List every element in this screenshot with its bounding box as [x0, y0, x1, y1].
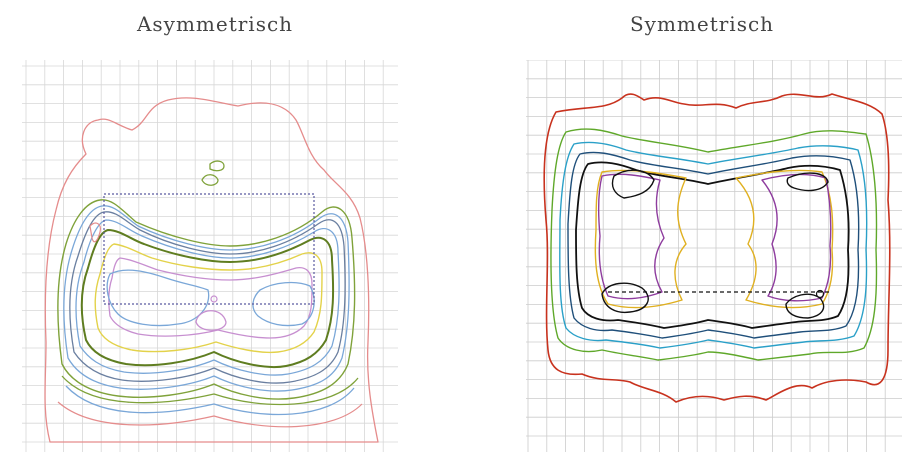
isolux-steel-1 — [69, 211, 346, 384]
isolux-yellow-left — [594, 169, 687, 309]
contour-svg-asymmetric — [22, 60, 398, 452]
isolux-green-1 — [57, 199, 356, 400]
isolux-core-bottom-left — [601, 282, 649, 314]
isolux-core-top-left — [611, 169, 655, 199]
contour-plot-symmetric — [526, 60, 902, 452]
isolux-center-bump — [195, 310, 227, 331]
isolux-black-symmetric — [575, 161, 850, 329]
isolux-cyan-symmetric — [559, 141, 868, 349]
isolux-core-bottom-right — [785, 293, 825, 319]
isolux-outer-symmetric — [543, 93, 891, 403]
aiming-point — [815, 289, 825, 299]
isolux-blue-2 — [75, 219, 340, 376]
isolux-yellow-right — [735, 169, 834, 309]
aiming-rectangle — [103, 193, 315, 305]
panel-title-symmetric: Symmetrisch — [629, 12, 775, 36]
isolux-left-hook — [89, 222, 101, 243]
isolux-violet — [108, 257, 313, 339]
panel-title-asymmetric: Asymmetrisch — [136, 12, 294, 36]
panel-symmetric: Symmetrisch — [500, 0, 904, 452]
isolux-green-blob — [209, 160, 225, 172]
panel-asymmetric: Asymmetrisch — [0, 0, 430, 452]
isolux-lines-asymmetric — [44, 97, 379, 443]
contour-plot-asymmetric — [22, 60, 398, 452]
isolux-bottom-blue — [65, 385, 355, 416]
isolux-bottom-green — [61, 375, 359, 406]
isolux-dark-green — [80, 229, 335, 368]
isolux-blue-1 — [63, 205, 350, 392]
isolux-bottom-outer — [57, 401, 363, 428]
isolux-center-dot — [210, 295, 218, 303]
isolux-lines-symmetric — [543, 93, 891, 403]
isolux-navy-symmetric — [567, 151, 860, 339]
isolux-inner-right — [252, 281, 315, 327]
isolux-core-top-right — [786, 172, 829, 192]
grid-symmetric — [526, 60, 902, 452]
isolux-yellow — [94, 243, 323, 354]
isolux-green-symmetric — [550, 128, 878, 361]
isolux-outer-asymmetric — [44, 97, 379, 443]
contour-svg-symmetric — [526, 60, 902, 452]
isolux-purple-left — [597, 173, 665, 300]
isolux-green-spot — [201, 174, 219, 186]
